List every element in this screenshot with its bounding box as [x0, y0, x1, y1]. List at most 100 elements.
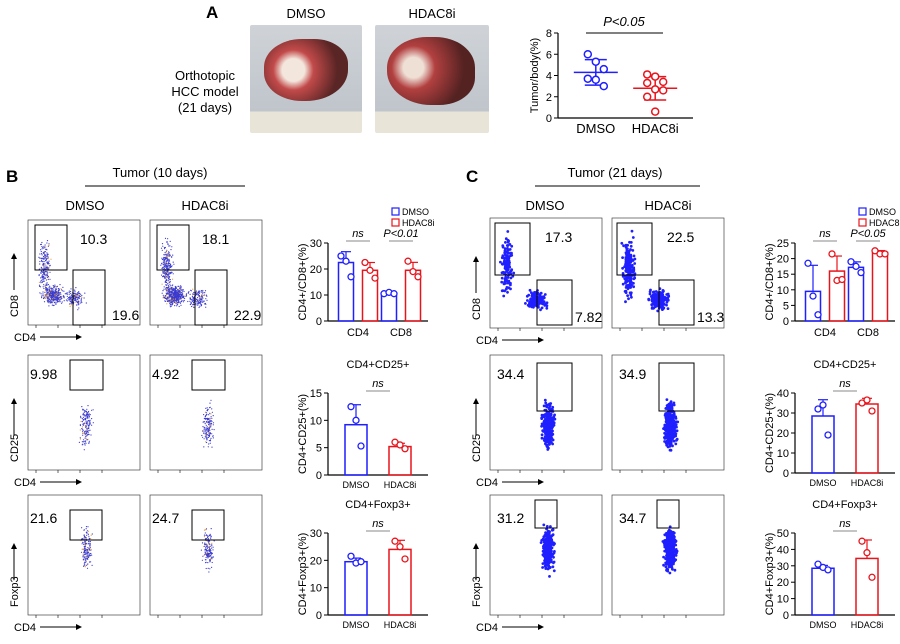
- event-dot: [201, 430, 204, 432]
- event-dot: [211, 556, 213, 558]
- y-tick-label: 0: [316, 610, 322, 622]
- event-dot: [548, 566, 551, 570]
- event-dot: [202, 289, 204, 292]
- event-dot: [87, 530, 90, 532]
- event-dot: [210, 424, 212, 426]
- event-dot: [45, 283, 47, 285]
- event-dot: [206, 299, 208, 301]
- event-dot: [205, 431, 207, 433]
- event-dot: [543, 304, 547, 307]
- plot-frame: [489, 494, 603, 616]
- event-dot: [207, 557, 209, 559]
- event-dot: [540, 539, 544, 542]
- event-dot: [177, 304, 179, 306]
- event-dot: [41, 248, 43, 250]
- event-dot: [531, 292, 534, 296]
- event-dot: [84, 410, 86, 412]
- event-dot: [164, 272, 166, 275]
- event-dot: [544, 532, 548, 535]
- event-dot: [68, 299, 70, 301]
- event-dot: [548, 419, 552, 423]
- event-dot: [85, 426, 87, 429]
- event-dot: [83, 529, 85, 531]
- event-dot: [58, 291, 60, 294]
- event-dot: [205, 298, 207, 300]
- event-dot: [86, 414, 88, 416]
- event-dot: [52, 294, 55, 296]
- data-point: [650, 107, 660, 116]
- event-dot: [204, 423, 206, 425]
- event-dot: [192, 296, 194, 298]
- event-dot: [77, 304, 79, 306]
- event-dot: [57, 289, 60, 291]
- event-dot: [541, 566, 544, 569]
- event-dot: [510, 244, 514, 248]
- event-dot: [207, 430, 209, 432]
- event-dot: [169, 240, 171, 242]
- event-dot: [174, 298, 177, 300]
- event-dot: [206, 417, 208, 420]
- event-dot: [630, 229, 634, 233]
- y-tick-label: 10: [310, 415, 322, 427]
- event-dot: [195, 290, 198, 292]
- gate: [69, 509, 103, 541]
- event-dot: [183, 300, 185, 302]
- data-point: [852, 262, 860, 271]
- event-dot: [207, 422, 209, 424]
- event-dot: [88, 433, 90, 436]
- event-dot: [52, 291, 54, 293]
- event-dot: [171, 278, 174, 280]
- arrow-head-icon: [11, 398, 17, 404]
- event-dot: [84, 566, 86, 568]
- event-dot: [85, 528, 87, 530]
- event-dot: [84, 419, 87, 421]
- event-dot: [551, 533, 555, 537]
- event-dot: [86, 434, 88, 436]
- y-tick-label: 6: [546, 49, 552, 61]
- event-dot: [170, 305, 172, 307]
- event-dot: [665, 423, 669, 427]
- event-dot: [45, 288, 47, 290]
- event-dot: [171, 297, 173, 299]
- event-dot: [90, 548, 92, 551]
- event-dot: [43, 253, 46, 255]
- event-dot: [169, 294, 171, 296]
- event-dot: [674, 423, 678, 427]
- event-dot: [82, 441, 84, 443]
- event-dot: [87, 526, 89, 528]
- event-dot: [88, 426, 90, 428]
- event-dot: [546, 534, 550, 538]
- event-dot: [66, 293, 68, 295]
- event-dot: [88, 422, 90, 424]
- event-dot: [172, 254, 174, 256]
- event-dot: [180, 288, 182, 290]
- event-dot: [70, 288, 72, 290]
- event-dot: [88, 430, 90, 432]
- bar: [855, 403, 879, 474]
- event-dot: [203, 545, 205, 548]
- event-dot: [207, 556, 209, 558]
- event-dot: [654, 303, 657, 306]
- event-dot: [503, 259, 506, 262]
- event-dot: [206, 413, 208, 415]
- event-dot: [86, 430, 88, 432]
- event-dot: [161, 292, 163, 294]
- event-dot: [42, 276, 44, 278]
- event-dot: [82, 432, 84, 434]
- event-dot: [42, 293, 44, 295]
- event-dot: [210, 535, 212, 537]
- event-dot: [211, 420, 213, 422]
- event-dot: [62, 295, 64, 297]
- event-dot: [195, 292, 197, 294]
- event-dot: [666, 426, 669, 430]
- data-point: [357, 558, 365, 566]
- event-dot: [210, 528, 212, 530]
- event-dot: [204, 549, 206, 551]
- event-dot: [208, 434, 210, 437]
- event-dot: [51, 301, 53, 303]
- y-axis-label: Foxp3: [9, 576, 21, 607]
- event-dot: [666, 533, 670, 537]
- event-dot: [177, 291, 179, 293]
- event-dot: [169, 289, 171, 291]
